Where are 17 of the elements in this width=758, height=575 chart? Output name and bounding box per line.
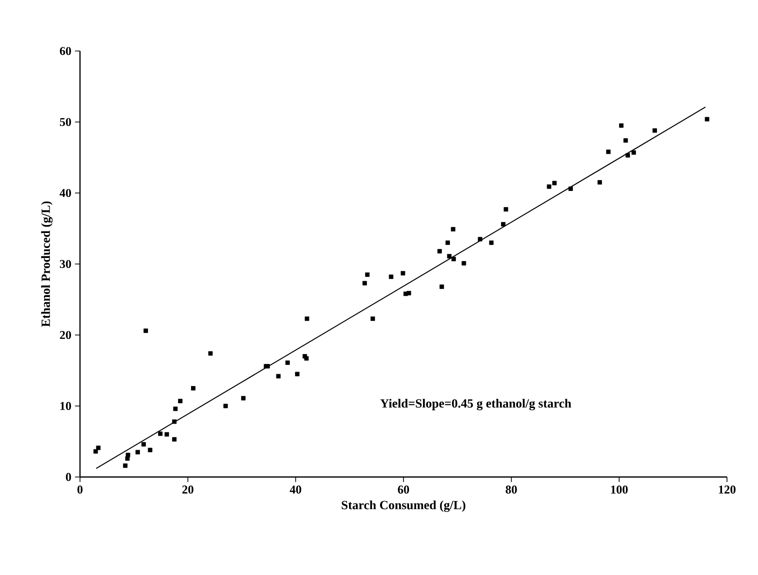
x-axis-title: Starch Consumed (g/L) (342, 500, 466, 512)
x-tick-label: 20 (182, 486, 194, 494)
x-tick-label: 40 (290, 486, 302, 494)
y-tick-label: 60 (60, 46, 72, 56)
x-tick-label: 60 (398, 486, 410, 494)
x-tick-label: 0 (77, 486, 83, 494)
y-tick-label: 10 (60, 402, 72, 410)
y-tick-label: 50 (60, 118, 72, 126)
y-tick-label: 40 (60, 188, 72, 198)
y-axis-title: Ethanol Produced (g/L) (41, 201, 53, 327)
x-tick-label: 100 (611, 486, 628, 494)
annotation: Yield=Slope=0.45 g ethanol/g starch (380, 398, 572, 410)
x-tick-label: 80 (506, 486, 517, 494)
x-tick-label: 120 (718, 486, 736, 494)
y-tick-label: 30 (60, 260, 72, 268)
y-tick-label: 20 (60, 330, 72, 340)
y-tick-label: 0 (66, 472, 72, 482)
